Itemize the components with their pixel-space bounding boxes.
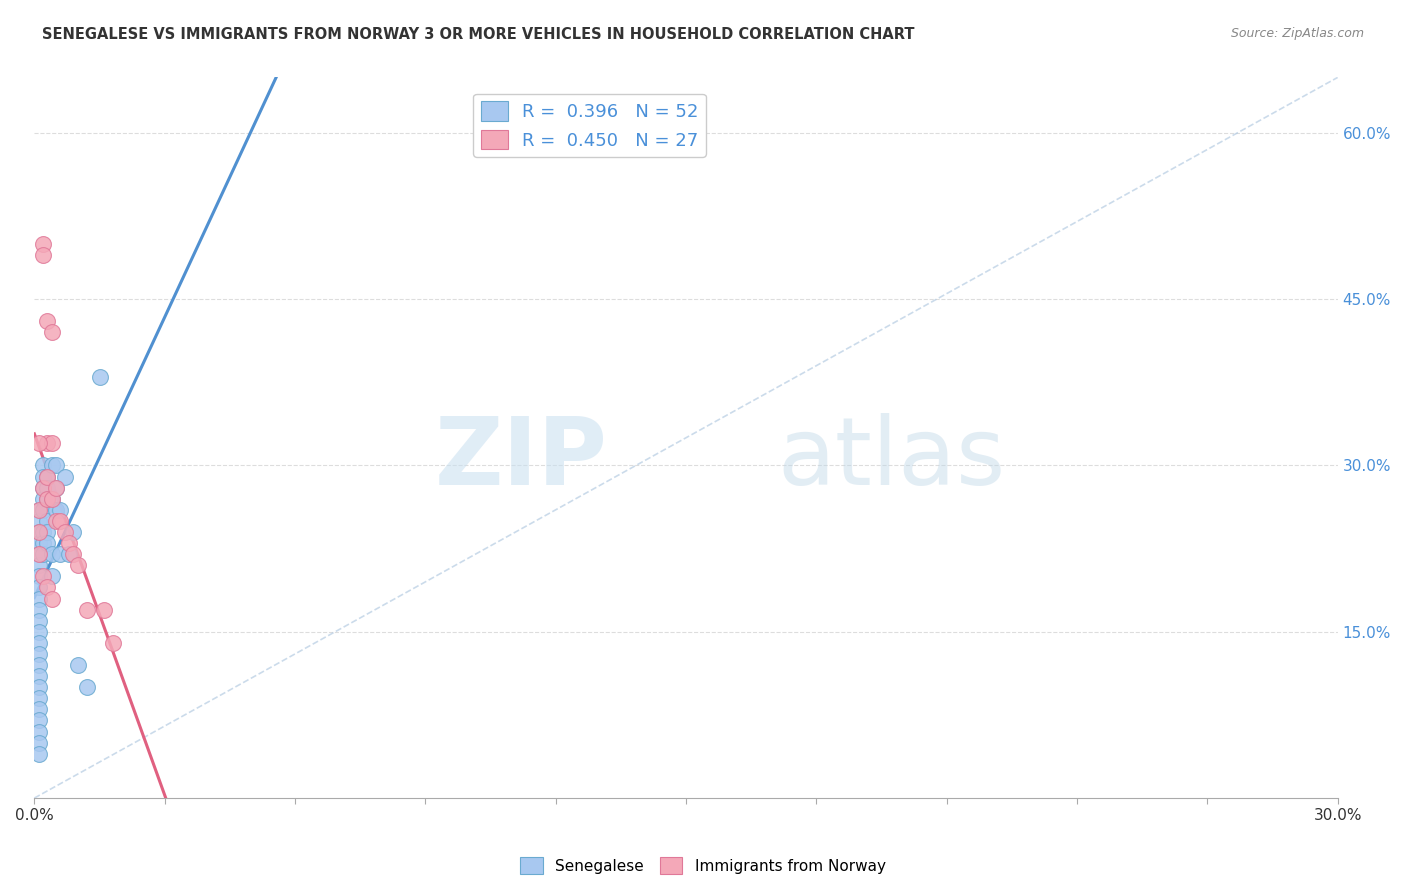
- Point: [66, 558, 89, 573]
- Point: [37, 491, 59, 506]
- Point: [37, 314, 59, 328]
- Point: [49, 514, 72, 528]
- Legend: Senegalese, Immigrants from Norway: Senegalese, Immigrants from Norway: [515, 851, 891, 880]
- Point: [58, 547, 80, 561]
- Text: Source: ZipAtlas.com: Source: ZipAtlas.com: [1230, 27, 1364, 40]
- Point: [28, 581, 51, 595]
- Point: [41, 326, 63, 340]
- Point: [37, 481, 59, 495]
- Point: [32, 458, 55, 473]
- Point: [28, 524, 51, 539]
- Point: [37, 514, 59, 528]
- Point: [37, 491, 59, 506]
- Point: [32, 236, 55, 251]
- Point: [41, 491, 63, 506]
- Point: [45, 481, 67, 495]
- Point: [41, 436, 63, 450]
- Legend: R =  0.396   N = 52, R =  0.450   N = 27: R = 0.396 N = 52, R = 0.450 N = 27: [474, 94, 706, 157]
- Point: [28, 702, 51, 716]
- Point: [28, 591, 51, 606]
- Point: [28, 436, 51, 450]
- Point: [45, 481, 67, 495]
- Point: [28, 503, 51, 517]
- Point: [53, 469, 76, 483]
- Point: [45, 458, 67, 473]
- Point: [28, 669, 51, 683]
- Point: [76, 602, 98, 616]
- Point: [28, 658, 51, 673]
- Point: [93, 602, 115, 616]
- Point: [28, 514, 51, 528]
- Point: [101, 636, 124, 650]
- Point: [28, 569, 51, 583]
- Point: [32, 491, 55, 506]
- Text: atlas: atlas: [778, 413, 1005, 506]
- Point: [32, 536, 55, 550]
- Text: ZIP: ZIP: [434, 413, 607, 506]
- Point: [66, 658, 89, 673]
- Point: [28, 558, 51, 573]
- Point: [62, 524, 84, 539]
- Point: [28, 747, 51, 761]
- Point: [28, 602, 51, 616]
- Point: [32, 503, 55, 517]
- Point: [28, 691, 51, 706]
- Point: [32, 569, 55, 583]
- Point: [28, 503, 51, 517]
- Point: [41, 458, 63, 473]
- Point: [37, 469, 59, 483]
- Point: [32, 469, 55, 483]
- Point: [41, 569, 63, 583]
- Point: [89, 369, 111, 384]
- Point: [49, 547, 72, 561]
- Point: [37, 436, 59, 450]
- Point: [28, 614, 51, 628]
- Point: [41, 547, 63, 561]
- Point: [32, 481, 55, 495]
- Point: [28, 636, 51, 650]
- Point: [28, 680, 51, 694]
- Point: [37, 536, 59, 550]
- Point: [37, 581, 59, 595]
- Point: [62, 547, 84, 561]
- Point: [58, 536, 80, 550]
- Point: [32, 481, 55, 495]
- Point: [49, 503, 72, 517]
- Point: [41, 491, 63, 506]
- Point: [76, 680, 98, 694]
- Point: [28, 624, 51, 639]
- Point: [28, 524, 51, 539]
- Point: [28, 724, 51, 739]
- Point: [32, 248, 55, 262]
- Point: [32, 547, 55, 561]
- Point: [41, 591, 63, 606]
- Point: [45, 514, 67, 528]
- Point: [28, 547, 51, 561]
- Point: [45, 503, 67, 517]
- Point: [37, 524, 59, 539]
- Point: [37, 469, 59, 483]
- Point: [28, 714, 51, 728]
- Text: SENEGALESE VS IMMIGRANTS FROM NORWAY 3 OR MORE VEHICLES IN HOUSEHOLD CORRELATION: SENEGALESE VS IMMIGRANTS FROM NORWAY 3 O…: [42, 27, 915, 42]
- Point: [53, 524, 76, 539]
- Point: [28, 647, 51, 661]
- Point: [28, 736, 51, 750]
- Point: [32, 524, 55, 539]
- Point: [28, 536, 51, 550]
- Point: [28, 547, 51, 561]
